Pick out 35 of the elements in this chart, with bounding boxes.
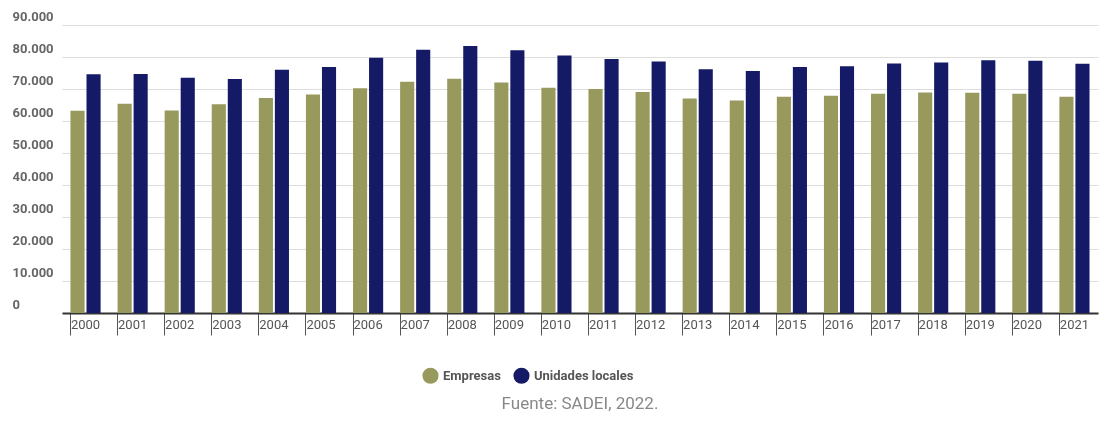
y-tick-label: 10.000 <box>12 264 54 280</box>
x-tick-label: 2020 <box>1012 316 1042 332</box>
x-tick-label: 2018 <box>918 316 948 332</box>
y-tick-label: 30.000 <box>12 200 54 216</box>
x-tick-label: 2009 <box>494 316 524 332</box>
y-tick-label: 60.000 <box>12 104 54 120</box>
x-tick-label: 2002 <box>165 316 195 332</box>
x-tick-label: 2001 <box>118 316 148 332</box>
source-note: Fuente: SADEI, 2022. <box>501 393 659 413</box>
y-tick-label: 40.000 <box>12 168 54 184</box>
y-tick-label: 50.000 <box>12 136 54 152</box>
x-tick-label: 2008 <box>447 316 477 332</box>
y-tick-label: 80.000 <box>12 40 54 56</box>
x-tick-label: 2021 <box>1059 316 1090 332</box>
y-tick-label: 70.000 <box>12 72 54 88</box>
y-tick-label: 0 <box>12 296 20 312</box>
x-tick-label: 2015 <box>777 316 807 332</box>
x-tick-label: 2007 <box>400 316 430 332</box>
x-tick-label: 2003 <box>212 316 242 332</box>
x-tick-label: 2005 <box>306 316 336 332</box>
legend-label: Empresas <box>443 367 502 383</box>
y-tick-label: 90.000 <box>12 8 54 24</box>
x-tick-label: 2013 <box>683 316 713 332</box>
x-tick-label: 2012 <box>636 316 666 332</box>
x-tick-label: 2016 <box>824 316 854 332</box>
legend-label: Unidades locales <box>534 367 634 383</box>
x-tick-label: 2006 <box>353 316 383 332</box>
x-tick-label: 2019 <box>965 316 995 332</box>
x-tick-label: 2000 <box>70 316 101 332</box>
x-tick-label: 2004 <box>259 316 290 332</box>
y-tick-label: 20.000 <box>12 232 54 248</box>
x-tick-label: 2017 <box>871 316 901 332</box>
x-tick-label: 2010 <box>541 316 572 332</box>
x-tick-label: 2014 <box>730 316 761 332</box>
x-tick-label: 2011 <box>588 316 619 332</box>
